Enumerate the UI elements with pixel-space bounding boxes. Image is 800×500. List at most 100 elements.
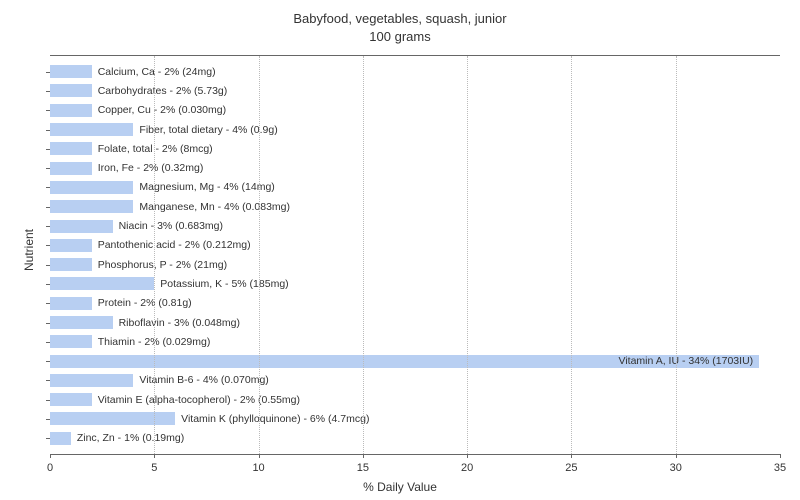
bar [50,220,113,233]
gridline [363,56,364,454]
bar [50,84,92,97]
bar-row: Vitamin E (alpha-tocopherol) - 2% (0.55m… [50,392,780,407]
y-tick-mark [46,303,50,304]
gridline [259,56,260,454]
bar-row: Magnesium, Mg - 4% (14mg) [50,180,780,195]
y-tick-mark [46,91,50,92]
bar [50,104,92,117]
y-tick-mark [46,245,50,246]
y-tick-mark [46,323,50,324]
y-tick-mark [46,168,50,169]
bar-label: Niacin - 3% (0.683mg) [119,220,223,232]
bar-label: Potassium, K - 5% (185mg) [160,278,288,290]
plot-area: Calcium, Ca - 2% (24mg) Carbohydrates - 2… [50,55,780,455]
gridline [467,56,468,454]
title-line-2: 100 grams [369,29,430,44]
bar-label: Phosphorus, P - 2% (21mg) [98,259,227,271]
x-tick-label: 5 [151,462,157,474]
bar [50,432,71,445]
x-tick-mark [154,454,155,458]
y-tick-mark [46,400,50,401]
bar-row: Calcium, Ca - 2% (24mg) [50,64,780,79]
bar-row: Folate, total - 2% (8mcg) [50,141,780,156]
bar-label: Protein - 2% (0.81g) [98,297,192,309]
bar-row: Zinc, Zn - 1% (0.19mg) [50,431,780,446]
x-tick-label: 35 [774,462,786,474]
bar [50,316,113,329]
bar-label: Vitamin E (alpha-tocopherol) - 2% (0.55m… [98,394,300,406]
bar-row: Thiamin - 2% (0.029mg) [50,334,780,349]
gridline [154,56,155,454]
x-tick-mark [676,454,677,458]
nutrient-chart: Babyfood, vegetables, squash, junior 100… [0,0,800,500]
bar [50,162,92,175]
bar-label: Iron, Fe - 2% (0.32mg) [98,162,204,174]
y-tick-mark [46,110,50,111]
bar-label: Manganese, Mn - 4% (0.083mg) [139,201,290,213]
bar-row: Phosphorus, P - 2% (21mg) [50,257,780,272]
bar-row: Vitamin A, IU - 34% (1703IU) [50,354,780,369]
bar-row: Vitamin K (phylloquinone) - 6% (4.7mcg) [50,411,780,426]
y-tick-mark [46,419,50,420]
x-tick-label: 0 [47,462,53,474]
bar-label: Pantothenic acid - 2% (0.212mg) [98,239,251,251]
bar-label: Copper, Cu - 2% (0.030mg) [98,104,226,116]
x-tick-mark [259,454,260,458]
y-tick-mark [46,438,50,439]
bar-row: Carbohydrates - 2% (5.73g) [50,83,780,98]
y-tick-mark [46,226,50,227]
bar [50,65,92,78]
y-tick-mark [46,361,50,362]
x-tick-mark [467,454,468,458]
bar [50,123,133,136]
bar [50,393,92,406]
chart-title: Babyfood, vegetables, squash, junior 100… [0,0,800,46]
bar-label: Fiber, total dietary - 4% (0.9g) [139,124,277,136]
x-tick-label: 30 [670,462,682,474]
bars-container: Calcium, Ca - 2% (24mg) Carbohydrates - 2… [50,62,780,448]
bar [50,200,133,213]
bar-label: Zinc, Zn - 1% (0.19mg) [77,432,184,444]
bar [50,258,92,271]
bar [50,297,92,310]
bar-row: Copper, Cu - 2% (0.030mg) [50,103,780,118]
bar-label: Magnesium, Mg - 4% (14mg) [139,181,274,193]
bar-row: Manganese, Mn - 4% (0.083mg) [50,199,780,214]
gridline [571,56,572,454]
y-tick-mark [46,187,50,188]
bar [50,142,92,155]
x-tick-label: 20 [461,462,473,474]
bar-label: Vitamin A, IU - 34% (1703IU) [619,355,754,367]
x-tick-mark [780,454,781,458]
x-tick-mark [571,454,572,458]
y-tick-mark [46,207,50,208]
y-tick-mark [46,380,50,381]
bar-label: Calcium, Ca - 2% (24mg) [98,66,216,78]
title-line-1: Babyfood, vegetables, squash, junior [293,11,506,26]
bar-label: Vitamin B-6 - 4% (0.070mg) [139,374,268,386]
x-tick-label: 25 [565,462,577,474]
bar-row: Vitamin B-6 - 4% (0.070mg) [50,373,780,388]
bar-label: Riboflavin - 3% (0.048mg) [119,317,240,329]
bar-row: Iron, Fe - 2% (0.32mg) [50,161,780,176]
bar [50,335,92,348]
y-tick-mark [46,149,50,150]
bar-row: Fiber, total dietary - 4% (0.9g) [50,122,780,137]
bar [50,181,133,194]
x-tick-label: 15 [357,462,369,474]
y-axis-label: Nutrient [22,229,36,271]
bar-row: Riboflavin - 3% (0.048mg) [50,315,780,330]
gridline [676,56,677,454]
y-tick-mark [46,265,50,266]
bar [50,277,154,290]
bar [50,412,175,425]
y-tick-mark [46,342,50,343]
bar-row: Protein - 2% (0.81g) [50,296,780,311]
bar [50,374,133,387]
x-axis-label: % Daily Value [363,480,437,494]
bar-row: Potassium, K - 5% (185mg) [50,276,780,291]
bar-row: Niacin - 3% (0.683mg) [50,219,780,234]
bar [50,239,92,252]
x-tick-mark [363,454,364,458]
x-tick-label: 10 [252,462,264,474]
